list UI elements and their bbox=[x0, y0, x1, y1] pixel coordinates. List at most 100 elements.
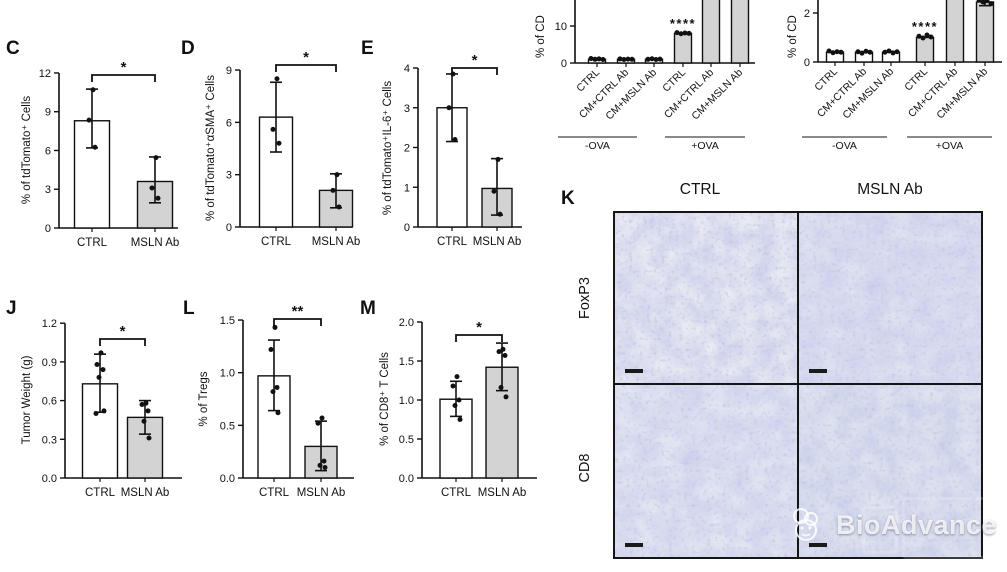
y-tick-label: 3 bbox=[45, 184, 51, 196]
data-point bbox=[867, 49, 873, 55]
data-point bbox=[86, 117, 92, 123]
data-point bbox=[686, 30, 692, 36]
significance-label: * bbox=[472, 52, 478, 69]
data-point bbox=[498, 385, 504, 391]
data-point bbox=[592, 56, 598, 62]
data-point bbox=[629, 56, 635, 62]
data-point bbox=[890, 50, 896, 56]
data-point bbox=[653, 56, 659, 62]
data-point bbox=[153, 155, 159, 161]
significance-bracket bbox=[99, 338, 146, 346]
data-point bbox=[139, 401, 145, 407]
grid-divider-horizontal bbox=[615, 383, 981, 385]
group-label: -OVA bbox=[585, 140, 610, 152]
k-column-header-ctrl: CTRL bbox=[679, 181, 721, 198]
data-point bbox=[98, 350, 104, 356]
x-category-label: CTRL bbox=[259, 487, 290, 499]
data-point bbox=[859, 50, 865, 56]
data-point bbox=[90, 87, 96, 93]
significance-label: ** bbox=[292, 303, 304, 320]
data-point bbox=[336, 204, 342, 210]
panel-label-k: K bbox=[561, 188, 575, 209]
x-category-label: CTRL bbox=[441, 487, 472, 499]
y-tick-label: 1 bbox=[404, 182, 410, 194]
significance-label: **** bbox=[912, 19, 938, 34]
data-point bbox=[145, 408, 151, 414]
data-point bbox=[502, 353, 508, 359]
y-tick-label: 1.5 bbox=[220, 315, 235, 327]
data-point bbox=[882, 49, 888, 55]
data-point bbox=[495, 156, 501, 162]
y-tick-label: 0 bbox=[404, 222, 410, 234]
data-point bbox=[496, 349, 502, 355]
y-tick-label: 1.0 bbox=[220, 368, 235, 380]
scale-bar bbox=[625, 369, 643, 373]
significance-bracket bbox=[273, 318, 322, 326]
y-axis-title: % of tdTomato⁺IL-6⁺ Cells bbox=[382, 81, 394, 215]
panel-label-m: M bbox=[360, 298, 376, 319]
chart-top-left-partial: 0 10% of CD CTRL CM+CTRL Ab CM+MSLN Ab CTRL CM… bbox=[498, 0, 760, 162]
data-point bbox=[645, 56, 651, 62]
y-tick-label: 12 bbox=[39, 68, 51, 80]
data-point bbox=[491, 188, 497, 194]
chart-C-svg: 0 3 6 9 12 % of tdTomato⁺ Cells CTRL MSLN Ab * bbox=[21, 59, 179, 249]
y-tick-label: 0 bbox=[45, 223, 51, 235]
data-point bbox=[682, 30, 688, 36]
significance-label: * bbox=[121, 59, 127, 76]
significance-label: * bbox=[303, 49, 309, 66]
data-point bbox=[274, 76, 280, 82]
x-category-label: CTRL bbox=[85, 487, 116, 499]
data-point bbox=[503, 394, 509, 400]
y-tick-label: 0 bbox=[226, 222, 232, 234]
y-tick-label: 0 bbox=[804, 57, 810, 69]
data-point bbox=[617, 56, 623, 62]
k-row-label-cd8: CD8 bbox=[577, 453, 593, 483]
panel-label-d: D bbox=[181, 38, 195, 59]
data-point bbox=[93, 411, 99, 416]
chart-D-svg: 0 3 6 9 % of tdTomato⁺αSMA⁺ Cells CTRL MSLN Ab… bbox=[205, 49, 360, 248]
y-tick-label: 0.0 bbox=[399, 473, 414, 485]
chart-panel-d: 0 3 6 9 % of tdTomato⁺αSMA⁺ Cells CTRL MSLN Ab… bbox=[175, 30, 360, 265]
y-axis-title: % of Tregs bbox=[198, 371, 210, 426]
data-point bbox=[894, 49, 900, 55]
chart-E-svg: 0 1 2 3 4 % of tdTomato⁺IL-6⁺ Cells CTRL MSLN A… bbox=[382, 52, 522, 248]
y-tick-label: 6 bbox=[226, 117, 232, 129]
data-point bbox=[625, 56, 631, 62]
data-point bbox=[980, 0, 986, 5]
histology-image-cd8-mslnab bbox=[799, 385, 981, 557]
chart-panel-m: 0.0 0.5 1.0 1.5 2.0 % of CD8⁺ T Cells CTRL MSLN… bbox=[355, 292, 549, 532]
data-point bbox=[330, 187, 336, 193]
bar-CM+MSLN Ab bbox=[975, 1, 995, 63]
y-tick-label: 9 bbox=[226, 65, 232, 77]
histology-image-foxp3-mslnab bbox=[799, 213, 981, 383]
chart-panel-c: 0 3 6 9 12 % of tdTomato⁺ Cells CTRL MSLN Ab * bbox=[0, 30, 180, 265]
x-category-label: CTRL bbox=[77, 237, 108, 249]
data-point bbox=[322, 464, 328, 470]
data-point bbox=[596, 56, 602, 62]
data-point bbox=[272, 324, 278, 330]
y-axis-title: % of tdTomato⁺ Cells bbox=[21, 96, 33, 205]
data-point bbox=[916, 33, 922, 39]
bar-CTRL bbox=[673, 32, 693, 64]
data-point bbox=[454, 374, 460, 380]
y-tick-label: 6 bbox=[45, 145, 51, 157]
y-tick-label: 3 bbox=[404, 103, 410, 115]
data-point bbox=[834, 49, 840, 55]
data-point bbox=[649, 56, 655, 62]
k-column-header-mslnab: MSLN Ab bbox=[857, 181, 923, 198]
k-row-label-foxp3: FoxP3 bbox=[577, 277, 593, 319]
y-tick-label: 2 bbox=[404, 143, 410, 155]
data-point bbox=[500, 346, 506, 352]
x-category-label: MSLN Ab bbox=[297, 487, 346, 499]
data-point bbox=[321, 458, 327, 464]
data-point bbox=[928, 34, 934, 40]
y-axis-title: % of CD8⁺ T Cells bbox=[379, 352, 391, 446]
data-point bbox=[319, 415, 325, 421]
scale-bar bbox=[809, 543, 827, 547]
y-tick-label: 1.5 bbox=[399, 356, 414, 368]
data-point bbox=[450, 383, 456, 389]
data-point bbox=[146, 435, 152, 441]
y-axis-title: % of tdTomato⁺αSMA⁺ Cells bbox=[205, 75, 217, 221]
